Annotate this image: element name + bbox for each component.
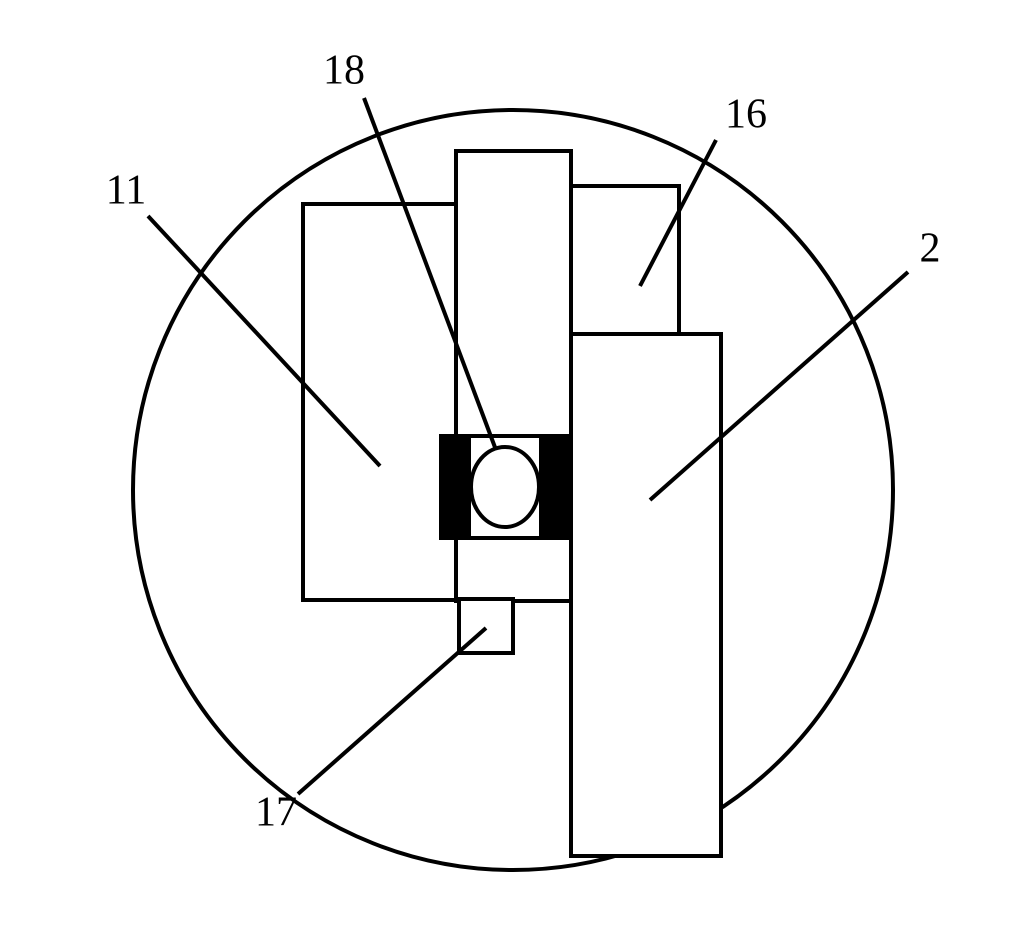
label-11: 11 xyxy=(106,168,146,214)
diagram-canvas: 18 11 16 2 17 xyxy=(0,0,1027,949)
block-11 xyxy=(303,204,456,600)
center-fill-right xyxy=(539,436,569,538)
label-18: 18 xyxy=(323,48,365,94)
label-16: 16 xyxy=(725,92,767,138)
label-17: 17 xyxy=(255,790,297,836)
center-ellipse-18 xyxy=(471,447,539,527)
block-2 xyxy=(571,334,721,856)
block-16 xyxy=(571,186,679,334)
leader-p17 xyxy=(298,628,486,794)
label-2: 2 xyxy=(920,226,941,272)
center-fill-left xyxy=(441,436,471,538)
